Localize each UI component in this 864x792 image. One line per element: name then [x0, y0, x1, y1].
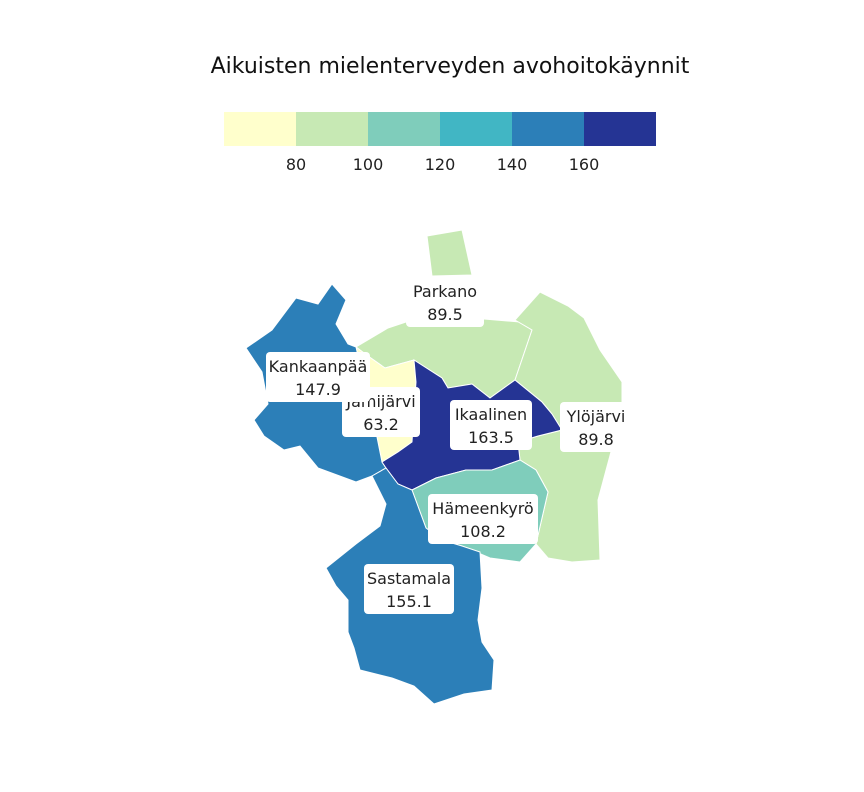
region-name: Sastamala: [367, 569, 451, 588]
region-parkano[interactable]: [355, 229, 533, 399]
color-legend: 80 100 120 140 160: [224, 112, 656, 174]
legend-swatch: [440, 112, 512, 146]
region-name: Kankaanpää: [269, 357, 368, 376]
region-name: Hämeenkyrö: [432, 499, 533, 518]
legend-swatch: [512, 112, 584, 146]
label-parkano: Parkano 89.5: [406, 277, 484, 327]
region-value: 155.1: [386, 592, 432, 611]
label-ylojarvi: Ylöjärvi 89.8: [560, 402, 632, 452]
region-value: 108.2: [460, 522, 506, 541]
legend-tick: 140: [497, 155, 528, 174]
legend-tick: 120: [425, 155, 456, 174]
region-name: Ylöjärvi: [566, 407, 626, 426]
legend-tick: 160: [569, 155, 600, 174]
region-parkano-shape[interactable]: [426, 229, 473, 277]
legend-tick: 80: [286, 155, 306, 174]
legend-swatch: [224, 112, 296, 146]
legend-swatch: [368, 112, 440, 146]
region-value: 63.2: [363, 415, 399, 434]
region-value: 89.5: [427, 305, 463, 324]
region-name: Parkano: [413, 282, 477, 301]
label-sastamala: Sastamala 155.1: [364, 564, 454, 614]
region-name: Ikaalinen: [455, 405, 527, 424]
label-kankaanpaa: Kankaanpää 147.9: [266, 352, 370, 402]
legend-tick: 100: [353, 155, 384, 174]
label-hameenkyro: Hämeenkyrö 108.2: [428, 494, 538, 544]
map-title: Aikuisten mielenterveyden avohoitokäynni…: [210, 54, 690, 79]
label-ikaalinen: Ikaalinen 163.5: [450, 400, 532, 450]
legend-swatch: [296, 112, 368, 146]
region-value: 89.8: [578, 430, 614, 449]
legend-swatch: [584, 112, 656, 146]
region-value: 163.5: [468, 428, 514, 447]
region-value: 147.9: [295, 380, 341, 399]
